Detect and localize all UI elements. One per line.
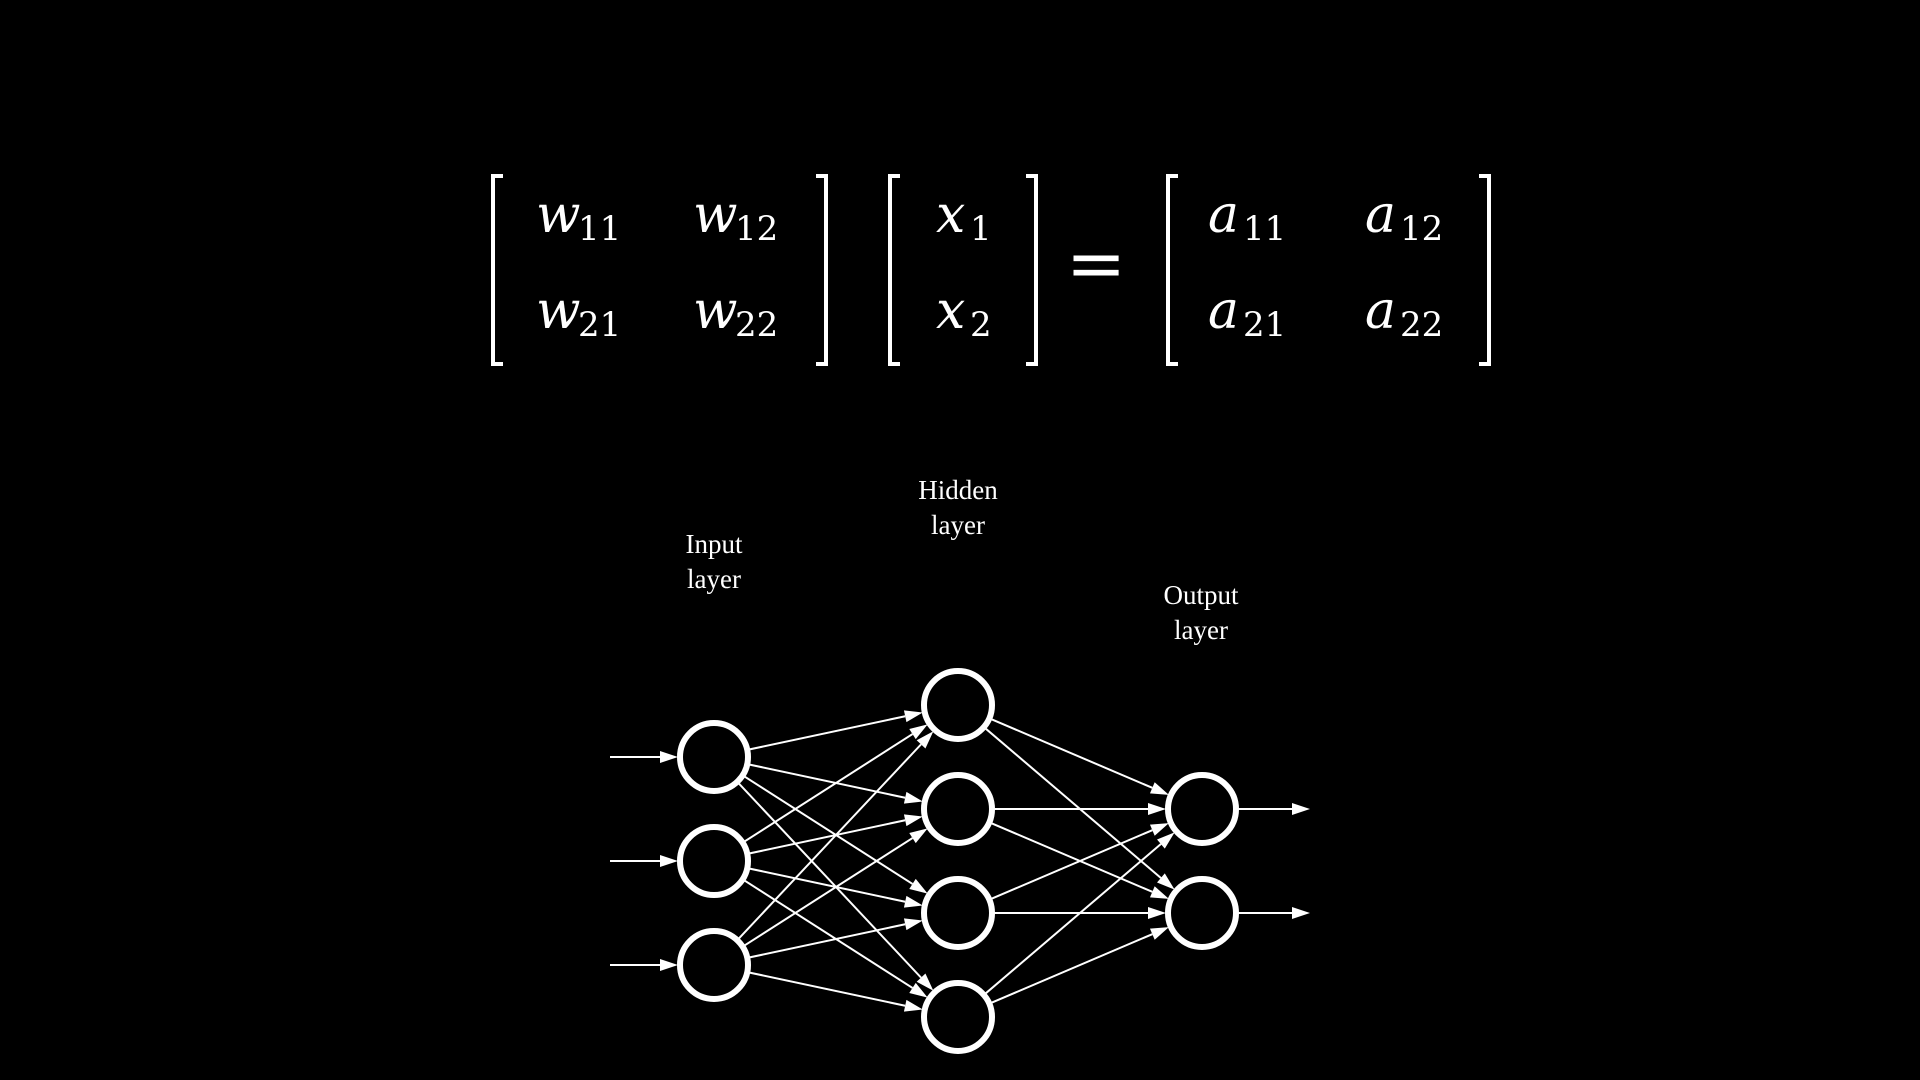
result-matrix-right-bracket bbox=[1479, 174, 1491, 366]
output-arrow-1 bbox=[1236, 803, 1310, 815]
input-layer-label: Input layer bbox=[686, 529, 743, 594]
output-node-1 bbox=[1165, 772, 1239, 846]
edge-hidden-3-to-output-2 bbox=[992, 907, 1166, 919]
cell-subscript: 1 bbox=[970, 209, 992, 249]
edge-hidden-4-to-output-1 bbox=[983, 832, 1175, 996]
input-layer-label-line1: Input bbox=[686, 529, 743, 559]
network-edges bbox=[610, 710, 1310, 1012]
edge-input-1-to-hidden-4 bbox=[736, 781, 934, 991]
edge-input-3-to-hidden-4 bbox=[747, 971, 923, 1012]
input-vector-left-bracket bbox=[888, 174, 900, 366]
cell-subscript: 21 bbox=[1243, 305, 1286, 345]
edge-input-1-to-hidden-3 bbox=[742, 774, 928, 894]
weight-matrix-cell-w21: w 21 bbox=[536, 281, 621, 345]
input-arrow-3 bbox=[610, 959, 678, 971]
result-matrix-left-bracket bbox=[1166, 174, 1178, 366]
output-layer-label-line1: Output bbox=[1163, 580, 1239, 610]
edge-input-3-to-hidden-3 bbox=[747, 918, 923, 959]
edge-hidden-1-to-output-2 bbox=[983, 726, 1175, 890]
weight-matrix-cell-w22: w 22 bbox=[693, 281, 778, 345]
input-node-1 bbox=[677, 720, 751, 794]
result-matrix-cell-a11: a 11 bbox=[1208, 185, 1286, 249]
cell-subscript: 21 bbox=[578, 305, 621, 345]
cell-symbol: a bbox=[1208, 281, 1239, 341]
input-vector-cell-x1: x 1 bbox=[936, 185, 992, 249]
cell-symbol: x bbox=[936, 185, 965, 245]
cell-subscript: 11 bbox=[578, 209, 621, 249]
equals-sign: = bbox=[1066, 221, 1126, 305]
cell-symbol: w bbox=[536, 281, 581, 341]
result-matrix-cell-a21: a 21 bbox=[1208, 281, 1286, 345]
input-layer-label-line2: layer bbox=[687, 564, 741, 594]
weight-matrix-cell-w11: w 11 bbox=[536, 185, 621, 249]
edge-input-2-to-hidden-3 bbox=[747, 867, 923, 908]
hidden-node-2 bbox=[921, 772, 995, 846]
output-layer-label: Output layer bbox=[1163, 580, 1239, 645]
input-vector-right-bracket bbox=[1026, 174, 1038, 366]
edge-hidden-4-to-output-2 bbox=[988, 927, 1169, 1005]
output-layer-label-line2: layer bbox=[1174, 615, 1228, 645]
cell-symbol: x bbox=[936, 281, 965, 341]
cell-subscript: 2 bbox=[970, 305, 992, 345]
edge-input-1-to-hidden-2 bbox=[747, 763, 923, 804]
hidden-node-4 bbox=[921, 980, 995, 1054]
weight-matrix-cell-w12: w 12 bbox=[693, 185, 778, 249]
hidden-layer-label-line1: Hidden bbox=[918, 475, 998, 505]
output-node-2 bbox=[1165, 876, 1239, 950]
edge-input-1-to-hidden-1 bbox=[747, 710, 923, 751]
cell-subscript: 11 bbox=[1243, 209, 1286, 249]
hidden-layer-label: Hidden layer bbox=[918, 475, 998, 540]
edge-input-2-to-hidden-1 bbox=[742, 724, 928, 844]
cell-subscript: 22 bbox=[1400, 305, 1443, 345]
cell-symbol: a bbox=[1365, 185, 1396, 245]
cell-subscript: 12 bbox=[1400, 209, 1443, 249]
network-nodes bbox=[677, 668, 1239, 1054]
edge-input-3-to-hidden-1 bbox=[736, 731, 934, 941]
input-arrow-1 bbox=[610, 751, 678, 763]
input-node-3 bbox=[677, 928, 751, 1002]
edge-input-2-to-hidden-4 bbox=[742, 878, 928, 998]
hidden-layer-label-line2: layer bbox=[931, 510, 985, 540]
input-arrow-2 bbox=[610, 855, 678, 867]
result-matrix-cell-a12: a 12 bbox=[1365, 185, 1443, 249]
input-vector-cell-x2: x 2 bbox=[936, 281, 992, 345]
input-node-2 bbox=[677, 824, 751, 898]
edge-input-3-to-hidden-2 bbox=[742, 828, 928, 948]
cell-symbol: a bbox=[1208, 185, 1239, 245]
cell-symbol: w bbox=[693, 281, 738, 341]
edge-hidden-2-to-output-1 bbox=[992, 803, 1166, 815]
hidden-node-3 bbox=[921, 876, 995, 950]
matrix-equation: w 11 w 12 w 21 w 22 x 1 x 2 = bbox=[491, 174, 1491, 366]
result-matrix-cell-a22: a 22 bbox=[1365, 281, 1443, 345]
cell-subscript: 12 bbox=[735, 209, 778, 249]
edge-hidden-2-to-output-2 bbox=[988, 821, 1169, 899]
cell-symbol: a bbox=[1365, 281, 1396, 341]
cell-symbol: w bbox=[693, 185, 738, 245]
weight-matrix-right-bracket bbox=[816, 174, 828, 366]
weight-matrix-left-bracket bbox=[491, 174, 503, 366]
cell-symbol: w bbox=[536, 185, 581, 245]
cell-subscript: 22 bbox=[735, 305, 778, 345]
edge-hidden-3-to-output-1 bbox=[988, 823, 1169, 901]
hidden-node-1 bbox=[921, 668, 995, 742]
edge-input-2-to-hidden-2 bbox=[747, 814, 923, 855]
edge-hidden-1-to-output-1 bbox=[988, 717, 1169, 795]
output-arrow-2 bbox=[1236, 907, 1310, 919]
